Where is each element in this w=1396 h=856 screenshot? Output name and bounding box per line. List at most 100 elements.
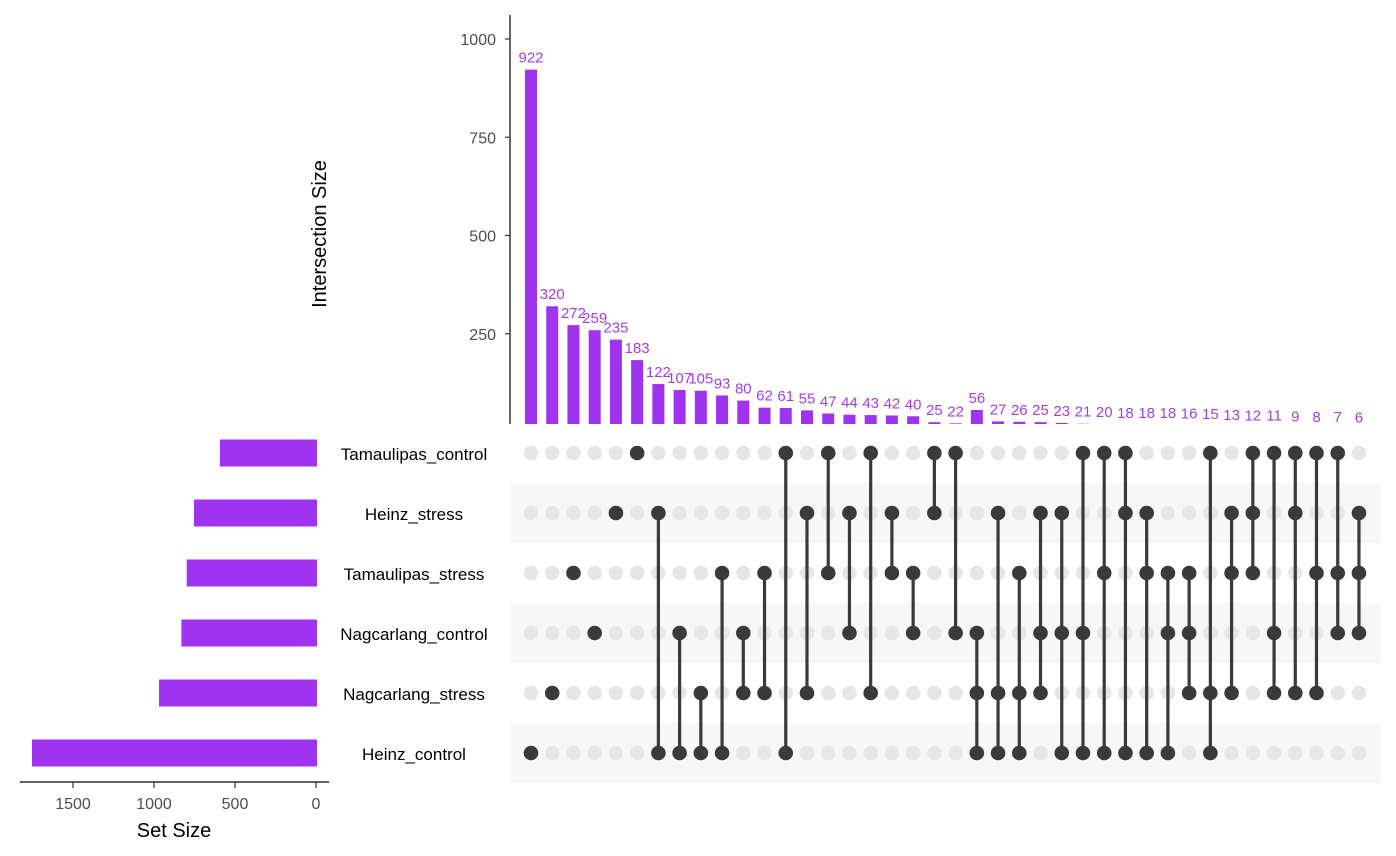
matrix-dot-active	[1011, 745, 1027, 761]
matrix-dot-inactive	[1245, 625, 1261, 641]
set-size-bar	[159, 679, 317, 707]
matrix-dot-active	[1033, 505, 1048, 521]
matrix-dot-inactive	[1054, 445, 1070, 461]
matrix-dot-inactive	[1033, 745, 1048, 761]
intersection-bar-label: 11	[1266, 408, 1282, 425]
matrix-dot-active	[990, 745, 1006, 761]
intersection-bar-label: 27	[990, 401, 1007, 418]
matrix-dot-active	[629, 445, 645, 461]
matrix-dot-active	[714, 565, 730, 581]
matrix-dot-active	[1330, 625, 1346, 641]
matrix-dot-inactive	[757, 745, 772, 761]
matrix-dot-inactive	[820, 625, 836, 641]
set-size-panel: 1500 1000 500 0 Set Size	[20, 439, 329, 842]
matrix-dot-inactive	[799, 445, 815, 461]
intersection-bar-label: 922	[518, 50, 543, 67]
matrix-dot-active	[863, 445, 878, 461]
matrix-dot-inactive	[757, 445, 772, 461]
set-labels: Tamaulipas_control Heinz_stress Tamaulipas…	[340, 445, 487, 764]
matrix-dot-active	[672, 625, 687, 641]
matrix-dot-inactive	[1245, 745, 1261, 761]
matrix-dot-active	[1160, 625, 1176, 641]
matrix-dot-inactive	[608, 445, 624, 461]
matrix-dot-inactive	[1266, 745, 1282, 761]
matrix-dot-inactive	[842, 745, 857, 761]
intersection-bar-label: 47	[820, 394, 837, 411]
matrix-dot-active	[1181, 685, 1197, 701]
matrix-dot-inactive	[544, 745, 560, 761]
intersection-bar-label: 20	[1096, 404, 1113, 421]
matrix-dot-inactive	[629, 565, 645, 581]
matrix-dot-inactive	[905, 745, 921, 761]
matrix-dot-inactive	[1287, 745, 1303, 761]
matrix-dot-active	[1033, 625, 1048, 641]
y-tick-label: 750	[469, 130, 496, 147]
matrix-dot-inactive	[1011, 505, 1027, 521]
intersection-bar-label: 18	[1160, 405, 1177, 422]
matrix-dot-active	[990, 685, 1006, 701]
matrix-dot-active	[757, 565, 772, 581]
matrix-dot-active	[1181, 565, 1197, 581]
intersection-bar-label: 107	[667, 370, 692, 387]
intersection-bar-label: 272	[561, 305, 586, 322]
matrix-dot-active	[927, 505, 942, 521]
matrix-dot-active	[1351, 505, 1367, 521]
matrix-dot-active	[842, 505, 857, 521]
intersection-bar-label: 122	[646, 364, 671, 381]
matrix-dot-inactive	[1139, 445, 1154, 461]
matrix-dot-inactive	[1033, 445, 1048, 461]
intersection-bar-label: 42	[884, 395, 901, 412]
matrix-dot-inactive	[693, 565, 709, 581]
y-tick-label: 250	[469, 327, 496, 344]
matrix-dot-inactive	[1245, 685, 1261, 701]
matrix-dot-active	[1224, 505, 1239, 521]
matrix-dot-active	[651, 745, 666, 761]
matrix-dot-inactive	[1309, 745, 1324, 761]
set-label: Heinz_stress	[365, 505, 463, 524]
y-tick-label: 1000	[460, 32, 496, 49]
intersection-bar	[631, 360, 644, 432]
matrix-dot-active	[1351, 565, 1367, 581]
matrix-dot-active	[1096, 445, 1112, 461]
intersection-bar-label: 26	[1011, 402, 1028, 419]
matrix-dot-inactive	[905, 445, 921, 461]
matrix-dot-active	[1160, 565, 1176, 581]
matrix-dot-inactive	[544, 445, 560, 461]
matrix-dot-active	[1139, 745, 1154, 761]
intersection-bar	[609, 339, 622, 432]
matrix-dot-inactive	[736, 445, 751, 461]
matrix-dot-inactive	[544, 505, 560, 521]
matrix-dot-active	[1224, 685, 1239, 701]
matrix-dot-active	[1287, 505, 1303, 521]
matrix-dot-active	[1139, 505, 1154, 521]
matrix-dot-active	[1245, 445, 1261, 461]
matrix-dot-inactive	[1351, 685, 1367, 701]
matrix-dot-active	[1075, 745, 1091, 761]
matrix-dot-inactive	[629, 685, 645, 701]
matrix-dot-inactive	[1181, 445, 1197, 461]
intersection-bar-label: 61	[777, 388, 794, 405]
intersection-bar	[588, 330, 601, 432]
matrix-dot-inactive	[566, 685, 581, 701]
x-tick-label: 1000	[136, 796, 172, 813]
matrix-dot-active	[1054, 505, 1070, 521]
matrix-dot-active	[1139, 565, 1154, 581]
matrix-dot-active	[884, 565, 900, 581]
intersection-bar-label: 105	[688, 371, 713, 388]
matrix-dot-inactive	[990, 445, 1006, 461]
matrix-dot-inactive	[693, 445, 709, 461]
matrix-dot-inactive	[736, 565, 751, 581]
matrix-dot-active	[1203, 745, 1218, 761]
intersection-bar	[652, 384, 665, 432]
set-size-bar	[32, 739, 317, 767]
matrix-dot-inactive	[629, 505, 645, 521]
matrix-dot-inactive	[523, 505, 539, 521]
matrix-dot-inactive	[969, 445, 985, 461]
matrix-dot-inactive	[736, 745, 751, 761]
matrix-dot-active	[1075, 625, 1091, 641]
matrix-dot-active	[693, 685, 709, 701]
matrix-dot-inactive	[544, 625, 560, 641]
intersection-bar-label: 320	[540, 286, 565, 303]
matrix-dot-active	[1266, 445, 1282, 461]
matrix-dot-inactive	[672, 505, 687, 521]
